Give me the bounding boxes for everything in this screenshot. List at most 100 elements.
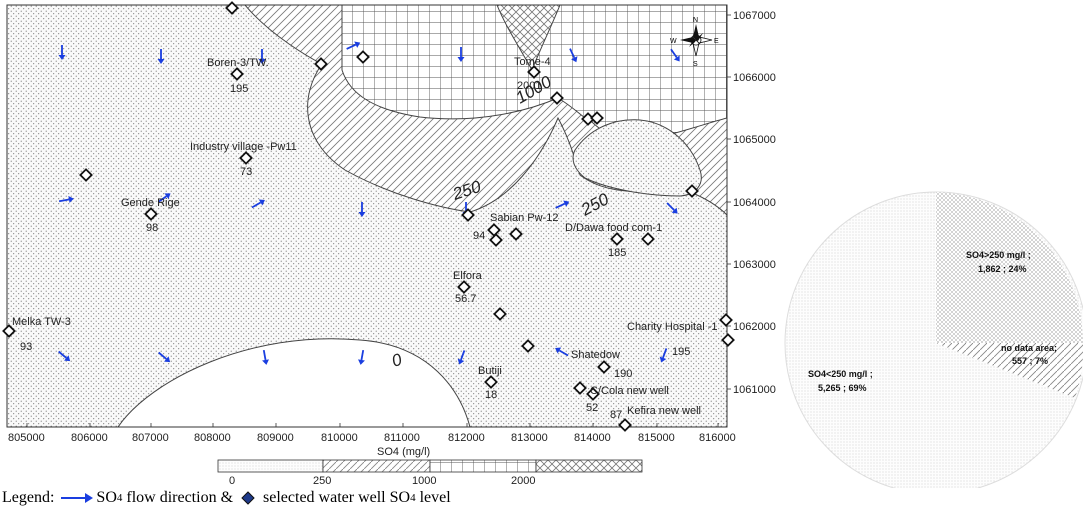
legend: Legend: SO 4 flow direction & selected wa…	[2, 488, 451, 508]
y-tick-label: 1061000	[733, 384, 776, 396]
well-name: Tome-4	[514, 56, 551, 68]
flow-arrow-icon	[158, 351, 171, 363]
well-so4-value: 56.7	[455, 293, 476, 305]
well-name: Industry village -Pw11	[190, 141, 297, 153]
well-marker	[457, 280, 471, 294]
flow-arrow-icon	[555, 347, 569, 357]
well-name: Butiji	[478, 365, 502, 377]
zone-lobe	[572, 119, 702, 197]
map-area	[7, 5, 727, 427]
well-name: D/Dawa food com-1	[565, 222, 662, 234]
map-frame	[6, 4, 728, 428]
well-labels: Boren-3/TW. 195 Tome-4 2001 Industry village…	[12, 56, 717, 421]
x-tick-label: 810000	[321, 432, 358, 444]
flow-arrow-icon	[251, 199, 265, 209]
legend-flow-sub: 4	[116, 492, 123, 504]
flow-arrow-icon	[262, 349, 269, 365]
well-name: Shatedow	[571, 349, 620, 361]
y-tick-label: 1065000	[733, 134, 776, 146]
zone-zero	[117, 338, 471, 427]
well-marker	[581, 112, 595, 126]
well-marker	[509, 227, 523, 241]
pie-chart: SO4>250 mg/l ; 1,862 ; 24% no data area;…	[784, 191, 1083, 488]
pie-detail-no-data: 557 ; 7%	[1012, 356, 1048, 366]
well-name: Charity Hospital -1	[627, 321, 717, 333]
x-tick-label: 807000	[132, 432, 169, 444]
y-tick-label: 1062000	[733, 321, 776, 333]
x-tick-label: 815000	[638, 432, 675, 444]
x-tick-label: 811000	[384, 432, 420, 444]
scale-tick-2000: 2000	[511, 475, 535, 487]
flow-arrow-icon	[457, 47, 465, 62]
well-marker	[590, 111, 604, 125]
well-marker	[586, 387, 600, 401]
well-marker	[239, 151, 253, 165]
well-so4-value: 195	[230, 83, 248, 95]
well-marker	[144, 207, 158, 221]
scale-title: SO4 (mg/l)	[377, 446, 430, 458]
pie-label-no-data: no data area;	[1001, 343, 1057, 353]
flow-arrow-icon	[61, 493, 94, 503]
x-tick-label: 813000	[511, 432, 548, 444]
flow-arrow-icon	[457, 350, 466, 365]
flow-arrow-icon	[157, 193, 171, 203]
well-marker	[719, 313, 733, 327]
well-so4-value: 73	[240, 166, 252, 178]
y-tick-label: 1066000	[733, 72, 776, 84]
legend-flow-text-a: SO	[96, 489, 117, 506]
x-tick-label: 814000	[574, 432, 611, 444]
well-marker	[314, 57, 328, 71]
north-arrow-icon: N S E W	[670, 17, 719, 68]
well-marker	[527, 65, 541, 79]
well-so4-value: 18	[485, 389, 497, 401]
well-marker	[550, 91, 564, 105]
west-label: W	[670, 38, 677, 45]
flow-arrow-icon	[670, 48, 680, 62]
flow-arrow-icon	[58, 350, 71, 362]
well-marker	[79, 168, 93, 182]
pie-slice-no-data	[936, 343, 1083, 398]
well-markers	[2, 1, 735, 432]
well-marker	[356, 50, 370, 64]
well-marker	[521, 339, 535, 353]
well-name: Boren-3/TW.	[207, 57, 269, 69]
well-name: Gende Rige	[121, 197, 180, 209]
x-tick-label: 805000	[8, 432, 45, 444]
y-tick-label: 1064000	[733, 197, 776, 209]
well-name: Sabian Pw-12	[490, 212, 559, 224]
y-axis-ticks: 1067000 1066000 1065000 1064000 1063000 10620…	[727, 10, 776, 396]
scale-segment-above-2000	[535, 459, 643, 473]
scale-segment-250-1000	[322, 459, 431, 473]
flow-arrow-icon	[358, 349, 365, 365]
well-so4-value: 2001	[517, 80, 541, 92]
pie-label-below-250: SO4<250 mg/l ;	[808, 369, 873, 379]
well-marker	[461, 208, 475, 222]
well-marker	[487, 223, 501, 237]
well-marker	[597, 360, 611, 374]
well-marker	[641, 232, 655, 246]
legend-prefix: Legend:	[2, 489, 55, 506]
x-tick-label: 809000	[257, 432, 294, 444]
flow-arrow-icon	[659, 348, 668, 363]
x-tick-label: 816000	[699, 432, 736, 444]
south-label: S	[693, 61, 698, 68]
concentration-scale: 0 250 1000 2000 SO4 (mg/l)	[217, 446, 643, 487]
flow-arrows	[58, 41, 680, 365]
scale-tick-0: 0	[229, 475, 235, 487]
well-marker	[484, 375, 498, 389]
legend-well-text-b: level	[415, 489, 451, 506]
well-name: C/Cola new well	[590, 385, 669, 397]
legend-flow-text-b: flow direction &	[122, 489, 238, 506]
x-tick-label: 806000	[71, 432, 108, 444]
well-so4-value: 185	[608, 247, 626, 259]
x-tick-label: 808000	[194, 432, 231, 444]
x-axis-ticks: 805000 806000 807000 808000 809000 810000 8110…	[8, 423, 736, 444]
well-name: Melka TW-3	[12, 316, 71, 328]
well-so4-value: 87	[610, 409, 622, 421]
north-label: N	[693, 17, 698, 24]
well-marker	[493, 307, 507, 321]
well-marker	[721, 333, 735, 347]
flow-arrow-icon	[58, 196, 74, 203]
well-marker	[230, 67, 244, 81]
